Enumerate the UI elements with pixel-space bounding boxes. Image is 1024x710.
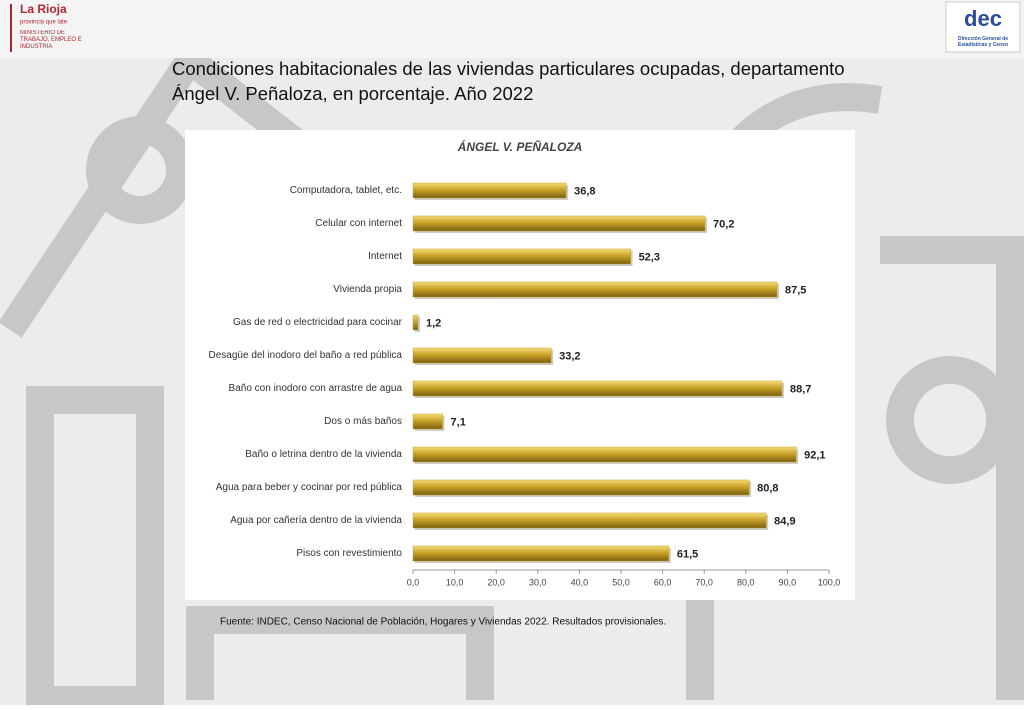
bar xyxy=(412,380,783,397)
y-tick-label: Baño o letrina dentro de la vivienda xyxy=(245,449,402,460)
value-label: 87,5 xyxy=(785,284,806,296)
slide-title-line1: Condiciones habitacionales de las vivien… xyxy=(172,58,845,79)
y-tick-label: Desagüe del inodoro del baño a red públi… xyxy=(209,350,403,361)
y-tick-label: Computadora, tablet, etc. xyxy=(290,185,402,196)
ministry-box: MINISTERIO DE TRABAJO, EMPLEO E INDUSTRI… xyxy=(20,30,82,50)
bar xyxy=(412,479,750,496)
source: Fuente: INDEC, Censo Nacional de Poblaci… xyxy=(220,617,666,628)
logo-caption-box: Dirección General de Estadísticas y Cens… xyxy=(957,36,1009,48)
bar xyxy=(412,347,552,364)
y-tick-label: Dos o más baños xyxy=(324,416,402,427)
logo-right-box xyxy=(945,1,1021,53)
x-tick-label: 0,0 xyxy=(407,577,420,587)
x-tick-label: 40,0 xyxy=(571,577,589,587)
logo-left: La Rioja xyxy=(20,2,67,16)
plot: 0,0 10,0 20,0 30,0 40,0 50,0 60,0 70,0 80,0 90,0 1… xyxy=(209,182,841,587)
logo-tagline: provincia que late xyxy=(20,20,68,26)
y-tick-label: Agua para beber y cocinar por red públic… xyxy=(216,482,403,493)
value-label: 92,1 xyxy=(804,449,825,461)
x-tick-label: 20,0 xyxy=(487,577,505,587)
x-tick-label: 100,0 xyxy=(818,577,841,587)
value-label: 33,2 xyxy=(559,350,580,362)
logo-bar xyxy=(10,4,12,52)
x-tick-label: 70,0 xyxy=(695,577,713,587)
x-tick-label: 60,0 xyxy=(654,577,672,587)
value-label: 7,1 xyxy=(451,416,466,428)
bar xyxy=(412,413,443,430)
bar xyxy=(412,512,767,529)
bar xyxy=(412,248,631,265)
bar xyxy=(412,314,419,331)
header-band xyxy=(0,0,1024,58)
y-tick-label: Agua por cañería dentro de la vivienda xyxy=(230,515,402,526)
x-tick-label: 30,0 xyxy=(529,577,547,587)
value-label: 52,3 xyxy=(639,251,660,263)
chart-title: ÁNGEL V. PEÑALOZA xyxy=(457,139,583,154)
x-tick-label: 50,0 xyxy=(612,577,630,587)
logo-right: dec xyxy=(964,6,1002,31)
logo-right-caption: Dirección General de Estadísticas y Cens… xyxy=(957,36,1009,48)
slide-title-line2: Ángel V. Peñaloza, en porcentaje. Año 20… xyxy=(172,83,533,104)
y-tick-label: Baño con inodoro con arrastre de agua xyxy=(229,383,403,394)
y-tick-label: Gas de red o electricidad para cocinar xyxy=(233,317,403,328)
value-label: 88,7 xyxy=(790,383,811,395)
ministry: MINISTERIO DE TRABAJO, EMPLEO E INDUSTRI… xyxy=(20,30,82,50)
y-tick-label: Internet xyxy=(368,251,402,262)
bar xyxy=(412,182,567,199)
x-tick-label: 90,0 xyxy=(779,577,797,587)
y-tick-label: Pisos con revestimiento xyxy=(296,548,402,559)
value-label: 1,2 xyxy=(426,317,441,329)
x-tick-label: 80,0 xyxy=(737,577,755,587)
value-label: 61,5 xyxy=(677,548,698,560)
bar xyxy=(412,281,778,298)
bar xyxy=(412,446,797,463)
value-label: 70,2 xyxy=(713,218,734,230)
y-tick-label: Vivienda propia xyxy=(333,284,402,295)
value-label: 80,8 xyxy=(757,482,778,494)
x-tick-label: 10,0 xyxy=(446,577,464,587)
value-label: 84,9 xyxy=(774,515,795,527)
bar xyxy=(412,545,670,562)
bar xyxy=(412,215,706,232)
y-tick-label: Celular con internet xyxy=(315,218,402,229)
value-label: 36,8 xyxy=(574,185,595,197)
